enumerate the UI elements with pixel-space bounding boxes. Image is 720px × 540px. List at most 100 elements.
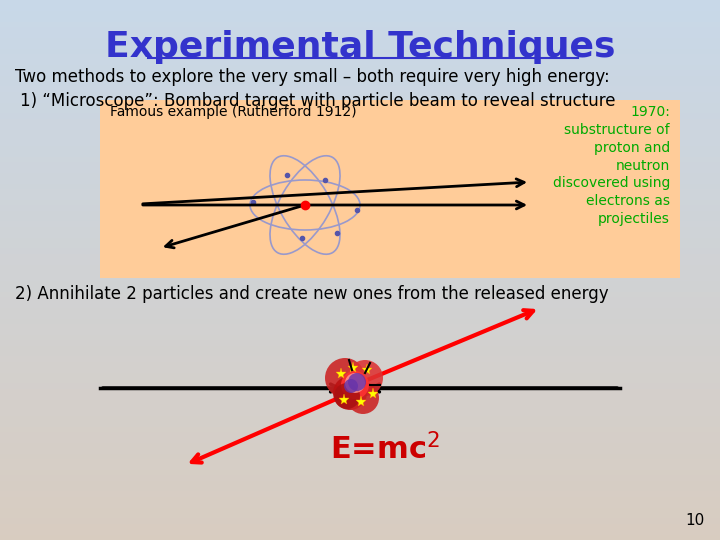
Polygon shape: [0, 319, 720, 324]
Polygon shape: [0, 86, 720, 92]
Polygon shape: [0, 459, 720, 464]
Polygon shape: [0, 340, 720, 346]
Polygon shape: [0, 157, 720, 162]
Polygon shape: [0, 248, 720, 254]
Polygon shape: [0, 427, 720, 432]
Circle shape: [347, 360, 383, 396]
Polygon shape: [0, 416, 720, 421]
Polygon shape: [0, 32, 720, 38]
Polygon shape: [0, 16, 720, 22]
Polygon shape: [0, 286, 720, 292]
Polygon shape: [0, 486, 720, 491]
Polygon shape: [0, 313, 720, 319]
Polygon shape: [0, 292, 720, 297]
Polygon shape: [0, 0, 720, 5]
Circle shape: [333, 376, 367, 410]
Polygon shape: [0, 22, 720, 27]
Polygon shape: [0, 238, 720, 243]
Polygon shape: [0, 464, 720, 470]
Polygon shape: [0, 113, 720, 119]
Polygon shape: [0, 146, 720, 151]
Polygon shape: [0, 108, 720, 113]
Polygon shape: [0, 329, 720, 335]
Polygon shape: [0, 135, 720, 140]
Polygon shape: [0, 103, 720, 108]
Circle shape: [344, 379, 358, 393]
Polygon shape: [0, 297, 720, 302]
Polygon shape: [0, 346, 720, 351]
Polygon shape: [0, 216, 720, 221]
Polygon shape: [0, 367, 720, 373]
Polygon shape: [0, 140, 720, 146]
Polygon shape: [0, 167, 720, 173]
Polygon shape: [0, 265, 720, 270]
Polygon shape: [0, 38, 720, 43]
Text: Famous example (Rutherford 1912): Famous example (Rutherford 1912): [110, 105, 356, 119]
Polygon shape: [0, 356, 720, 362]
Polygon shape: [0, 497, 720, 502]
Polygon shape: [0, 475, 720, 481]
Polygon shape: [0, 162, 720, 167]
Polygon shape: [0, 221, 720, 227]
Polygon shape: [0, 535, 720, 540]
Polygon shape: [0, 184, 720, 189]
Polygon shape: [0, 5, 720, 11]
Polygon shape: [0, 443, 720, 448]
Polygon shape: [0, 405, 720, 410]
Polygon shape: [0, 92, 720, 97]
Polygon shape: [0, 481, 720, 486]
Polygon shape: [0, 394, 720, 400]
Polygon shape: [0, 27, 720, 32]
Polygon shape: [0, 302, 720, 308]
Polygon shape: [0, 254, 720, 259]
Polygon shape: [0, 421, 720, 427]
Circle shape: [345, 373, 365, 393]
Polygon shape: [0, 373, 720, 378]
Polygon shape: [0, 513, 720, 518]
Polygon shape: [0, 151, 720, 157]
Polygon shape: [0, 130, 720, 135]
Polygon shape: [0, 524, 720, 529]
Polygon shape: [0, 124, 720, 130]
Polygon shape: [0, 227, 720, 232]
Polygon shape: [0, 76, 720, 81]
Polygon shape: [0, 59, 720, 65]
Polygon shape: [0, 200, 720, 205]
Polygon shape: [0, 400, 720, 405]
Polygon shape: [0, 502, 720, 508]
Polygon shape: [0, 194, 720, 200]
Polygon shape: [0, 11, 720, 16]
Polygon shape: [0, 448, 720, 454]
Polygon shape: [0, 243, 720, 248]
Polygon shape: [0, 119, 720, 124]
Circle shape: [347, 382, 379, 414]
Polygon shape: [0, 189, 720, 194]
Text: 2) Annihilate 2 particles and create new ones from the released energy: 2) Annihilate 2 particles and create new…: [15, 285, 608, 303]
Text: 1) “Microscope”: Bombard target with particle beam to reveal structure: 1) “Microscope”: Bombard target with par…: [20, 92, 616, 110]
Polygon shape: [0, 410, 720, 416]
Polygon shape: [0, 432, 720, 437]
Polygon shape: [0, 437, 720, 443]
Polygon shape: [0, 43, 720, 49]
Circle shape: [325, 358, 365, 398]
Text: E=mc$^2$: E=mc$^2$: [330, 433, 440, 465]
Polygon shape: [0, 383, 720, 389]
Text: 1970:
substructure of
proton and
neutron
discovered using
electrons as
projectil: 1970: substructure of proton and neutron…: [553, 105, 670, 226]
Circle shape: [334, 383, 360, 409]
Polygon shape: [0, 508, 720, 513]
Polygon shape: [0, 324, 720, 329]
Polygon shape: [0, 378, 720, 383]
Polygon shape: [0, 389, 720, 394]
Circle shape: [348, 373, 366, 391]
Polygon shape: [0, 178, 720, 184]
Polygon shape: [0, 70, 720, 76]
Polygon shape: [0, 470, 720, 475]
Polygon shape: [0, 518, 720, 524]
Polygon shape: [0, 205, 720, 211]
Polygon shape: [0, 259, 720, 265]
Polygon shape: [0, 308, 720, 313]
Text: 10: 10: [685, 513, 705, 528]
Polygon shape: [0, 281, 720, 286]
Polygon shape: [0, 49, 720, 54]
Text: Two methods to explore the very small – both require very high energy:: Two methods to explore the very small – …: [15, 68, 610, 86]
